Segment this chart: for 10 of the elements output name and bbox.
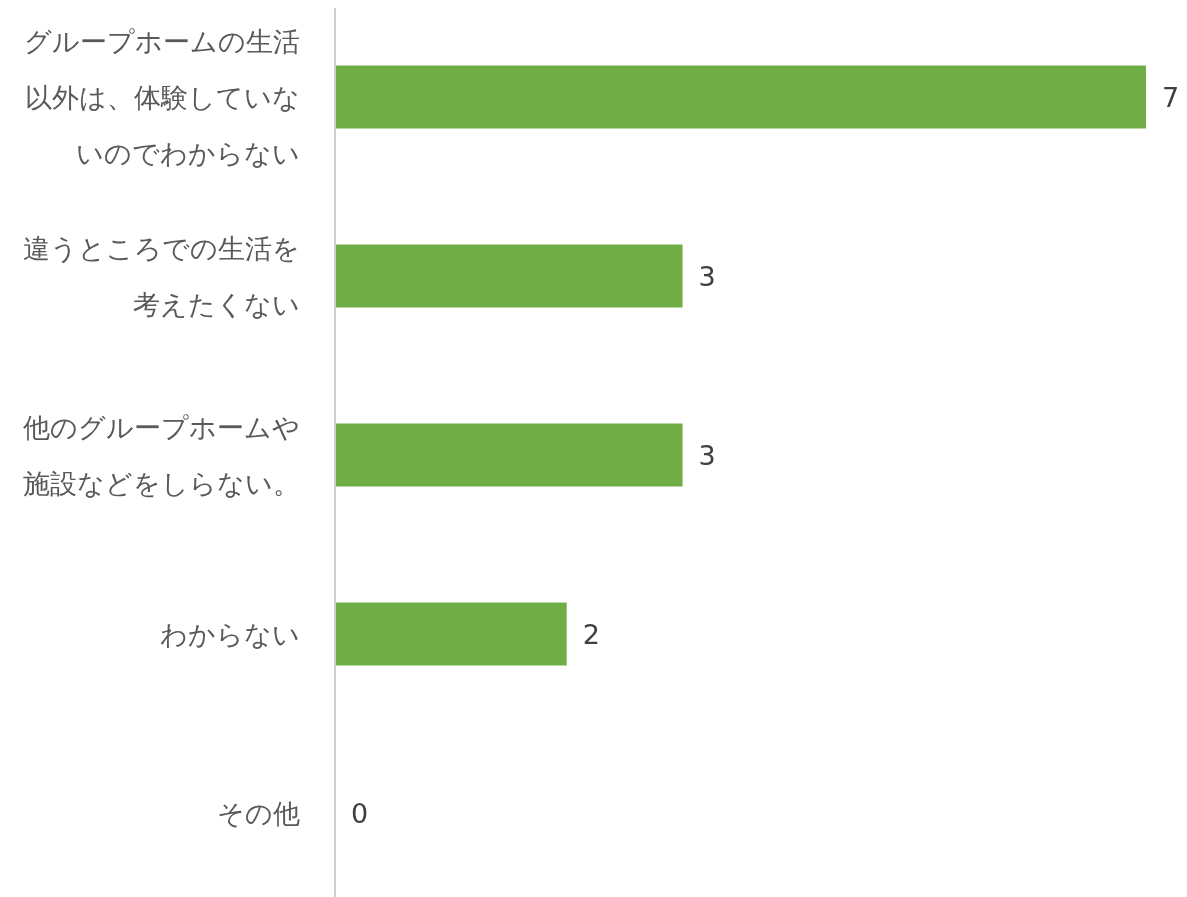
- y-tick-label: 違うところでの生活を考えたくない: [23, 233, 300, 320]
- data-label: 2: [582, 619, 600, 650]
- data-label: 0: [351, 798, 369, 829]
- y-tick-label: その他: [217, 798, 300, 829]
- y-tick-label: グループホームの生活以外は、体験していないのでわからない: [24, 26, 300, 169]
- data-label: 7: [1162, 82, 1180, 113]
- data-label: 3: [698, 440, 716, 471]
- y-tick-label: わからない: [160, 619, 300, 650]
- y-tick-label: 他のグループホームや施設などをしらない。: [23, 412, 300, 499]
- data-label: 3: [698, 261, 716, 292]
